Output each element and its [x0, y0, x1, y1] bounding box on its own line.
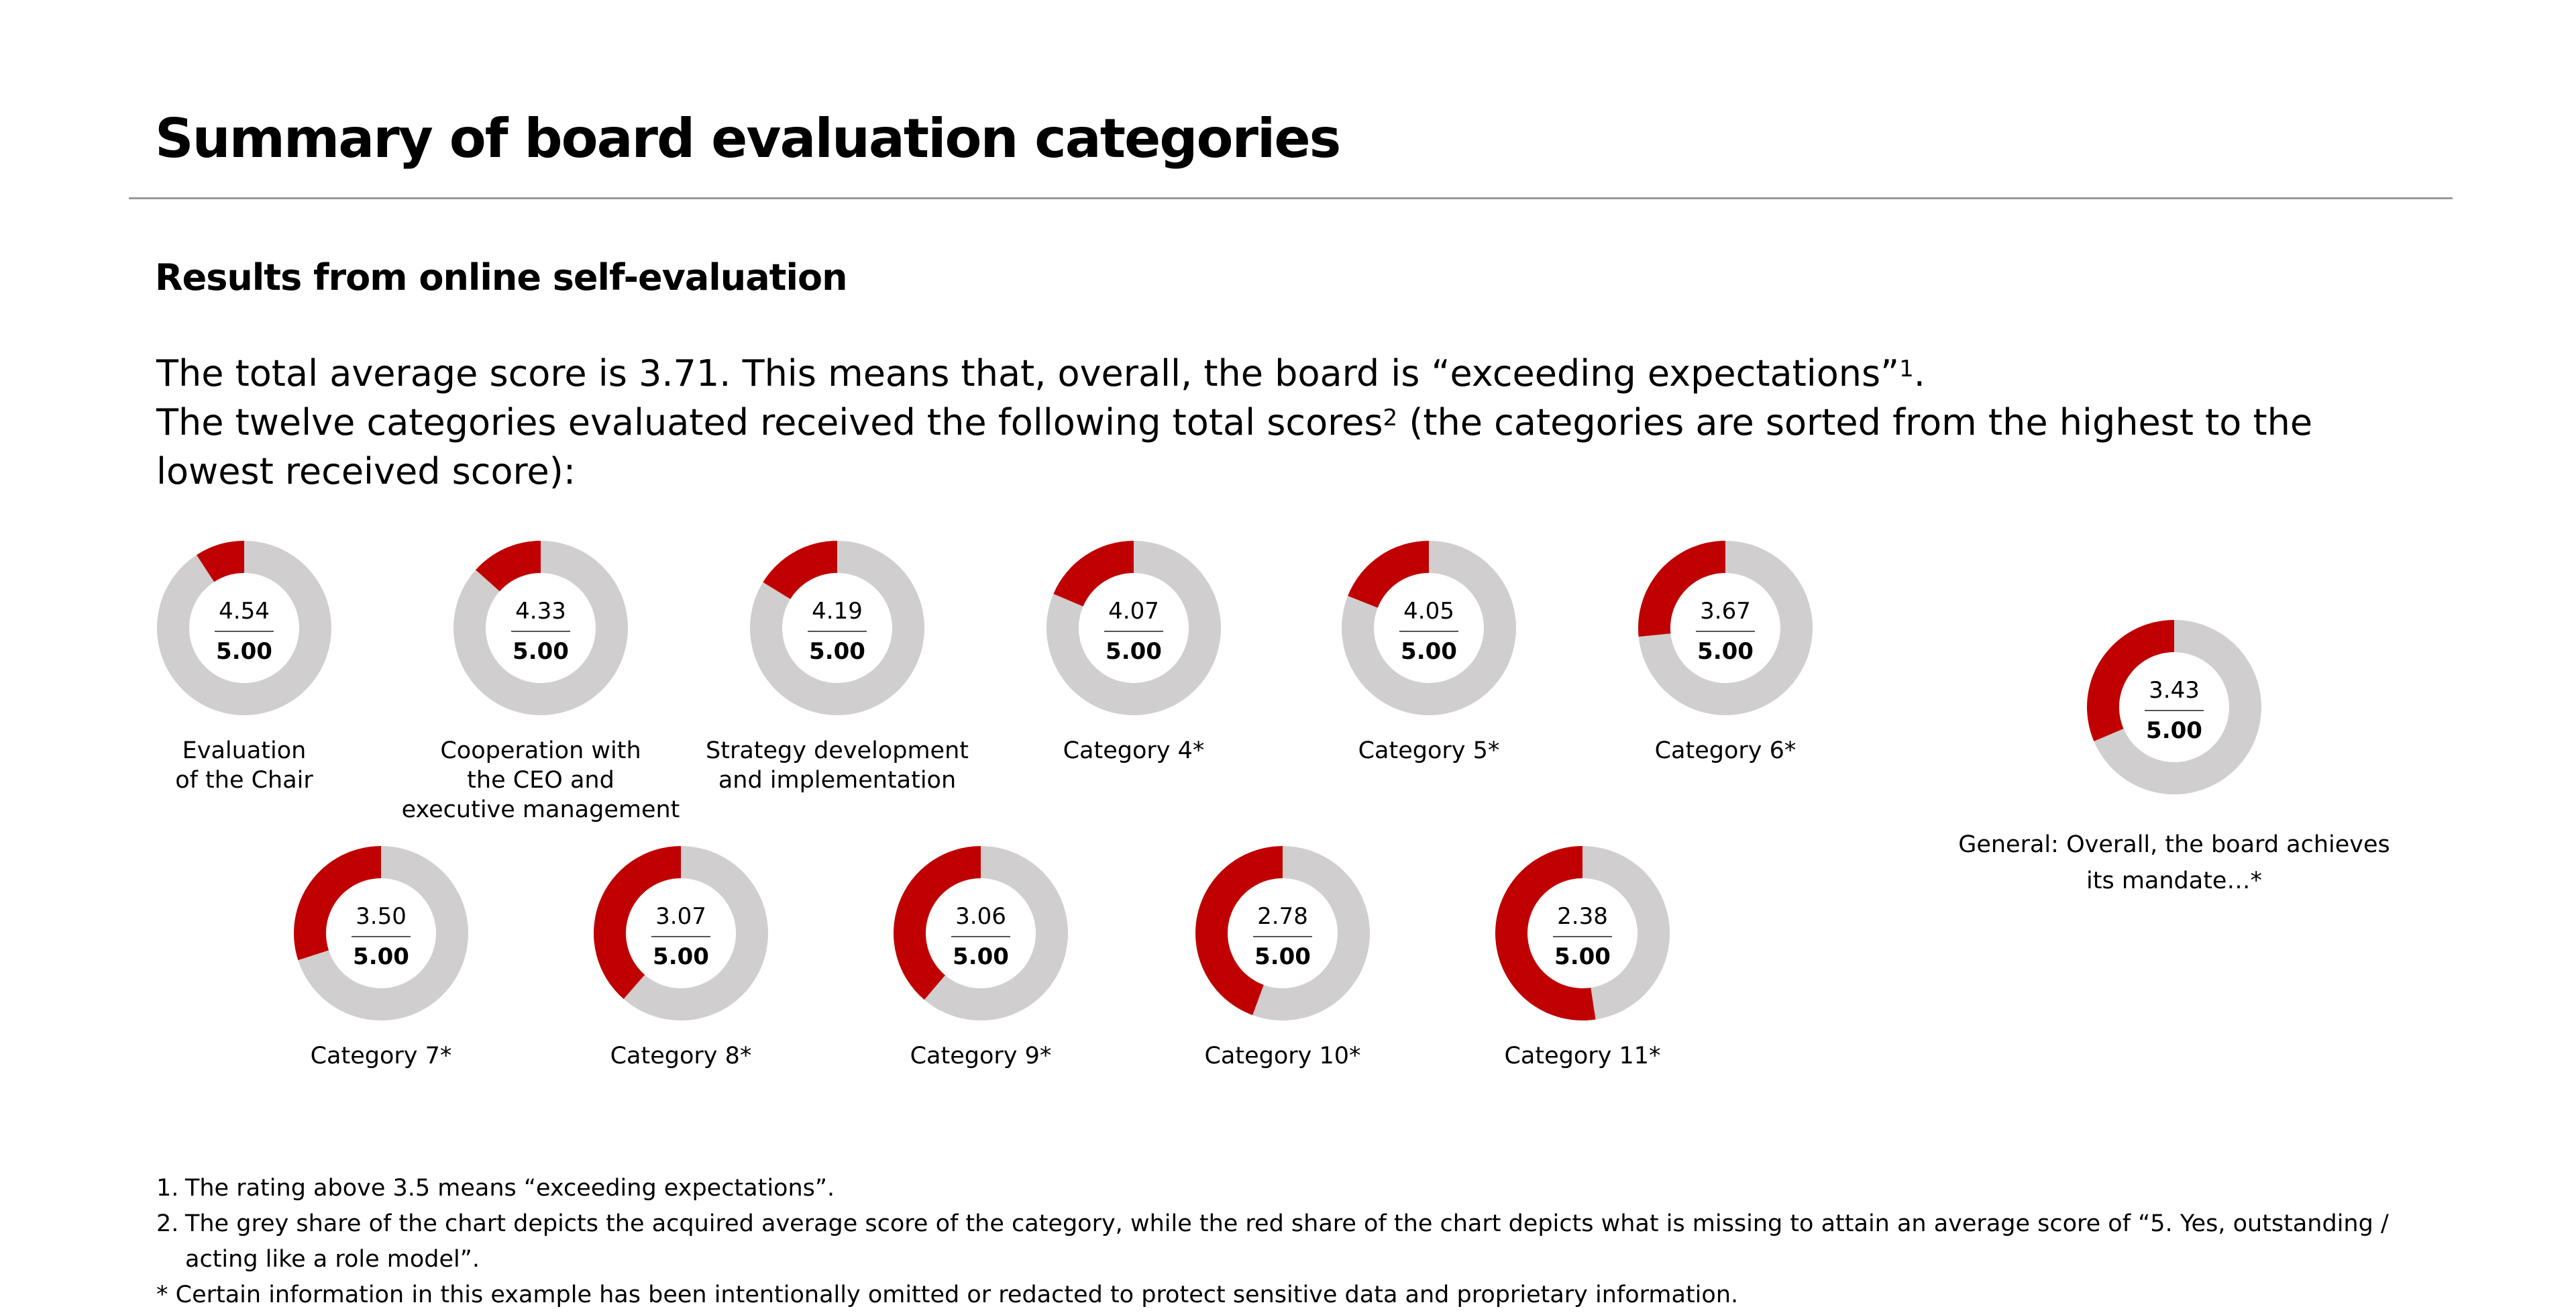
score-arc: [623, 846, 768, 1020]
text: The total average score is 3.71. This me…: [156, 352, 1900, 395]
category-label: of the Chair: [175, 767, 313, 794]
note: * Certain information in this example ha…: [156, 1281, 1739, 1308]
footnote-marker: 1.: [156, 1175, 179, 1202]
footnote-text: The grey share of the chart depicts the …: [185, 1210, 2389, 1273]
category-label: General: Overall, the board achieves: [1958, 831, 2390, 858]
score-arc: [1342, 541, 1516, 715]
max-label: 5.00: [653, 943, 709, 970]
max-label: 5.00: [1254, 943, 1311, 970]
text: The twelve categories evaluated received…: [156, 401, 1383, 443]
footnote: 1. The rating above 3.5 means “exceeding …: [156, 1171, 2451, 1206]
subtitle: Results from online self-evaluation: [155, 256, 848, 299]
missing-arc: [1348, 541, 1429, 608]
text: .: [1913, 352, 1925, 395]
intro-paragraph: The total average score is 3.71. This me…: [156, 349, 2437, 398]
score-arc: [750, 541, 925, 715]
category-label: Category 7*: [311, 1043, 452, 1069]
score-label: 3.67: [1700, 598, 1751, 625]
title: Summary of board evaluation categories: [155, 107, 1341, 170]
footnote-marker: 2.: [156, 1210, 179, 1237]
score-arc: [1638, 541, 1813, 715]
score-label: 3.07: [655, 903, 706, 930]
score-arc: [2094, 620, 2261, 795]
missing-arc: [1053, 541, 1134, 607]
score-label: 4.19: [812, 598, 863, 625]
max-label: 5.00: [1106, 638, 1162, 665]
score-label: 3.43: [2149, 677, 2200, 704]
score-arc: [1252, 846, 1371, 1020]
missing-arc: [1638, 541, 1725, 637]
category-label: and implementation: [718, 767, 956, 794]
score-arc: [157, 541, 332, 715]
score-arc: [1046, 541, 1222, 715]
score-label: 2.38: [1557, 903, 1608, 930]
divider: [129, 197, 2453, 199]
intro: The total average score is 3.71. This me…: [156, 349, 2437, 496]
max-label: 5.00: [2146, 717, 2202, 744]
category-label: Category 4*: [1063, 737, 1205, 764]
category-label: Category 6*: [1655, 737, 1796, 764]
missing-arc: [593, 846, 681, 1000]
category-label: its mandate…*: [2086, 868, 2262, 894]
max-label: 5.00: [1697, 638, 1754, 665]
score-label: 3.06: [955, 903, 1006, 930]
missing-arc: [2087, 620, 2174, 741]
missing-arc: [1195, 846, 1283, 1016]
footnote-ref: 2: [1383, 405, 1398, 431]
score-arc: [924, 846, 1068, 1020]
score-label: 4.05: [1403, 598, 1454, 625]
intro-paragraph: The twelve categories evaluated received…: [156, 398, 2437, 496]
max-label: 5.00: [1401, 638, 1457, 665]
footnote-ref: 1: [1899, 356, 1914, 382]
missing-arc: [1495, 846, 1596, 1020]
missing-arc: [196, 541, 244, 582]
score-label: 2.78: [1257, 903, 1308, 930]
category-label: Category 9*: [910, 1043, 1052, 1069]
score-label: 3.50: [356, 903, 407, 930]
score-arc: [1582, 846, 1670, 1020]
max-label: 5.00: [513, 638, 569, 665]
category-label: the CEO and: [467, 767, 614, 794]
max-label: 5.00: [809, 638, 865, 665]
missing-arc: [476, 541, 541, 592]
missing-arc: [763, 541, 837, 599]
category-label: Category 10*: [1204, 1043, 1360, 1069]
missing-arc: [894, 845, 981, 1000]
max-label: 5.00: [953, 943, 1009, 970]
max-label: 5.00: [216, 638, 272, 665]
text: (the categories are sorted from the high…: [156, 401, 2313, 492]
max-label: 5.00: [353, 943, 409, 970]
category-label: Strategy development: [706, 737, 969, 764]
score-label: 4.33: [515, 598, 566, 625]
category-label: Cooperation with: [440, 737, 641, 764]
missing-arc: [293, 846, 381, 961]
category-label: Category 11*: [1504, 1043, 1660, 1069]
category-label: Category 8*: [610, 1043, 752, 1069]
footnote-text: The rating above 3.5 means “exceeding ex…: [185, 1175, 835, 1202]
category-label: Category 5*: [1358, 737, 1500, 764]
score-label: 4.07: [1108, 598, 1159, 625]
score-arc: [298, 846, 468, 1020]
footnote: 2. The grey share of the chart depicts th…: [156, 1206, 2451, 1277]
score-arc: [453, 541, 628, 715]
score-label: 4.54: [219, 598, 270, 625]
footnotes: 1. The rating above 3.5 means “exceeding …: [156, 1171, 2451, 1313]
category-label: executive management: [402, 796, 680, 823]
category-label: Evaluation: [182, 737, 307, 764]
max-label: 5.00: [1554, 943, 1611, 970]
